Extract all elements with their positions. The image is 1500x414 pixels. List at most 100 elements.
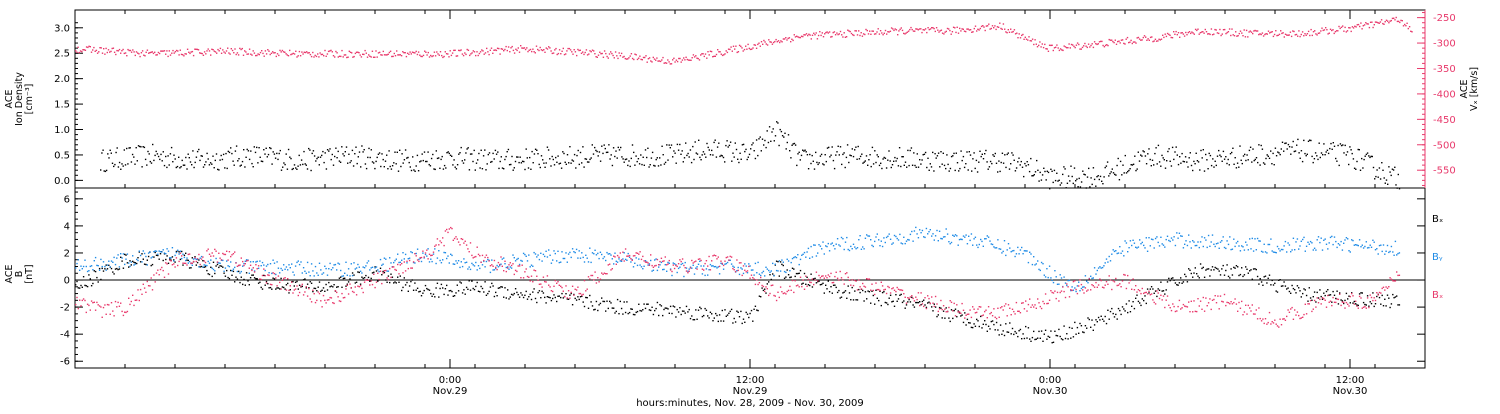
- bx-point: [247, 280, 248, 281]
- bz-point: [722, 263, 723, 264]
- vx-point: [795, 36, 796, 37]
- bz-point: [526, 268, 527, 269]
- by-point: [968, 236, 969, 237]
- bx-point: [1340, 299, 1341, 300]
- by-point: [91, 265, 92, 266]
- by-point: [1372, 240, 1373, 241]
- vx-point: [463, 55, 464, 56]
- vx-point: [210, 54, 211, 55]
- vx-point: [398, 54, 399, 55]
- bz-point: [87, 304, 88, 305]
- bz-point: [99, 305, 100, 306]
- bz-point: [337, 296, 338, 297]
- vx-point: [541, 49, 542, 50]
- bx-point: [1368, 306, 1369, 307]
- bx-point: [942, 317, 943, 318]
- by-point: [1205, 239, 1206, 240]
- bx-point: [87, 286, 88, 287]
- bz-point: [361, 288, 362, 289]
- vx-point: [392, 56, 393, 57]
- bz-point: [708, 256, 709, 257]
- by-point: [1298, 248, 1299, 249]
- vx-point: [1036, 44, 1037, 45]
- bz-point: [604, 273, 605, 274]
- by-point: [397, 254, 398, 255]
- bz-point: [503, 270, 504, 271]
- density-point: [123, 165, 124, 166]
- vx-point: [1135, 42, 1136, 43]
- vx-point: [278, 55, 279, 56]
- bx-point: [405, 284, 406, 285]
- by-point: [600, 252, 601, 253]
- vx-point: [1405, 25, 1406, 26]
- density-point: [1092, 184, 1093, 185]
- vx-point: [459, 50, 460, 51]
- by-point: [1005, 255, 1006, 256]
- bz-point: [160, 269, 161, 270]
- density-point: [745, 149, 746, 150]
- vx-point: [529, 50, 530, 51]
- vx-point: [409, 51, 410, 52]
- vx-point: [749, 48, 750, 49]
- by-point: [1242, 246, 1243, 247]
- bx-point: [1159, 290, 1160, 291]
- density-point: [962, 160, 963, 161]
- by-point: [1272, 250, 1273, 251]
- by-point: [1201, 236, 1202, 237]
- density-point: [211, 164, 212, 165]
- bx-point: [690, 318, 691, 319]
- vx-point: [535, 52, 536, 53]
- by-point: [159, 250, 160, 251]
- bx-point: [1065, 338, 1066, 339]
- by-point: [799, 264, 800, 265]
- bz-point: [454, 238, 455, 239]
- density-point: [1215, 161, 1216, 162]
- bx-point: [689, 309, 690, 310]
- vx-point: [702, 53, 703, 54]
- bx-point: [920, 304, 921, 305]
- bz-point: [405, 270, 406, 271]
- density-point: [685, 142, 686, 143]
- density-point: [1081, 181, 1082, 182]
- density-point: [1002, 153, 1003, 154]
- by-point: [143, 250, 144, 251]
- bz-point: [459, 244, 460, 245]
- vx-point: [1172, 37, 1173, 38]
- by-point: [808, 248, 809, 249]
- bz-point: [647, 262, 648, 263]
- vx-point: [1301, 34, 1302, 35]
- density-point: [429, 164, 430, 165]
- vx-point: [1202, 31, 1203, 32]
- by-point: [961, 239, 962, 240]
- density-point: [775, 135, 776, 136]
- by-point: [106, 269, 107, 270]
- vx-point: [1178, 32, 1179, 33]
- vx-point: [1242, 35, 1243, 36]
- bz-point: [426, 250, 427, 251]
- bx-point: [397, 277, 398, 278]
- by-point: [776, 270, 777, 271]
- bz-point: [276, 285, 277, 286]
- vx-point: [831, 36, 832, 37]
- density-point: [204, 164, 205, 165]
- density-point: [618, 147, 619, 148]
- density-point: [1355, 169, 1356, 170]
- vx-point: [122, 49, 123, 50]
- density-point: [567, 154, 568, 155]
- density-point: [776, 121, 777, 122]
- bz-point: [749, 278, 750, 279]
- density-point: [906, 167, 907, 168]
- bz-point: [508, 264, 509, 265]
- vx-point: [403, 52, 404, 53]
- vx-point: [1104, 46, 1105, 47]
- bx-point: [853, 299, 854, 300]
- bx-point: [409, 285, 410, 286]
- bx-point: [480, 286, 481, 287]
- density-point: [695, 141, 696, 142]
- bz-point: [480, 262, 481, 263]
- vx-point: [508, 46, 509, 47]
- by-point: [1179, 233, 1180, 234]
- bx-point: [1240, 274, 1241, 275]
- bx-point: [593, 309, 594, 310]
- bx-point: [1126, 303, 1127, 304]
